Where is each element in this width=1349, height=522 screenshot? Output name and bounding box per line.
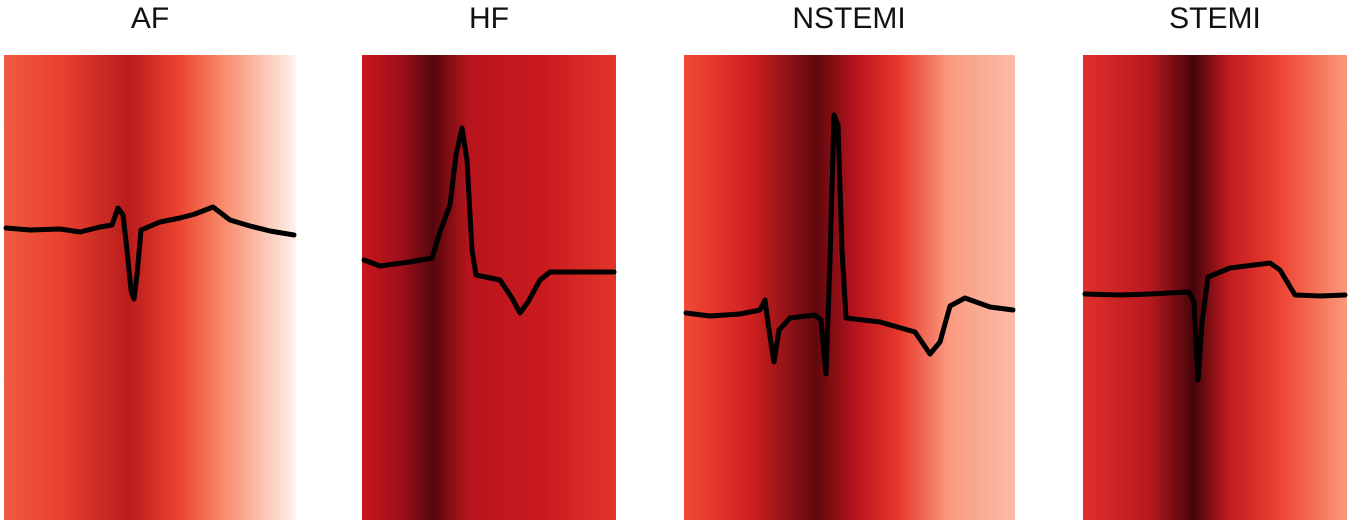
panel-title: NSTEMI <box>792 2 905 35</box>
heatmap <box>362 55 616 520</box>
ecg-trace <box>3 204 297 302</box>
panel-title: STEMI <box>1169 2 1261 35</box>
ecg-trace <box>361 125 617 316</box>
heatmap <box>684 55 1015 520</box>
panel-title: HF <box>469 2 509 35</box>
ecg-trace <box>683 112 1016 377</box>
heatmap <box>4 55 296 520</box>
heatmap <box>1083 55 1347 520</box>
ecg-trace <box>1082 260 1348 383</box>
panel-title: AF <box>131 2 169 35</box>
